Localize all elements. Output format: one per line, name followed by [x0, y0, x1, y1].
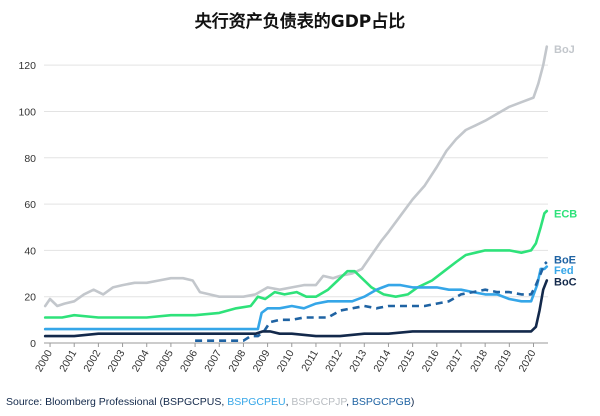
source-code: BSPGCPUS [163, 396, 221, 408]
series-line-boj [43, 45, 549, 308]
y-tick-label: 20 [24, 292, 36, 304]
source-separator: , [286, 396, 292, 408]
grid [44, 64, 548, 298]
x-tick-label: 2020 [516, 348, 538, 374]
x-tick-label: 2004 [130, 348, 152, 374]
series-line-ecb [43, 209, 549, 319]
source-separator: , [221, 396, 227, 408]
series-line-fed [43, 265, 549, 331]
series-lines [43, 45, 549, 342]
x-tick-label: 2013 [347, 348, 369, 374]
series-line-boe [195, 261, 548, 342]
x-tick-label: 2008 [226, 348, 248, 374]
x-tick-label: 2017 [444, 348, 466, 374]
x-tick-label: 2012 [323, 348, 345, 374]
x-tick-label: 2019 [492, 348, 514, 374]
series-line-boc [43, 279, 549, 338]
source-code: BSPGCPGB [352, 396, 411, 408]
y-tick-label: 0 [30, 338, 36, 350]
x-tick-label: 2018 [468, 348, 490, 374]
source-note: Source: Bloomberg Professional (BSPGCPUS… [6, 396, 414, 408]
x-tick-label: 2011 [299, 348, 321, 374]
source-code: BSPGCPEU [227, 396, 285, 408]
x-tick-label: 2006 [178, 348, 200, 374]
x-tick-label: 2001 [57, 348, 79, 374]
y-tick-label: 60 [24, 199, 36, 211]
x-tick-label: 2010 [275, 348, 297, 374]
series-label-ecb: ECB [554, 208, 577, 220]
source-separator: , [346, 396, 352, 408]
x-tick-label: 2002 [81, 348, 103, 374]
y-tick-label: 100 [18, 106, 36, 118]
x-tick-label: 2014 [371, 348, 393, 374]
series-label-boc: BoC [554, 277, 577, 289]
series-label-fed: Fed [554, 265, 574, 277]
y-tick-label: 40 [24, 245, 36, 257]
x-tick-label: 2016 [420, 348, 442, 374]
source-code: BSPGCPJP [291, 396, 347, 408]
chart-title: 央行资产负债表的GDP占比 [195, 11, 406, 32]
series-label-boj: BoJ [554, 44, 575, 56]
source-suffix: ) [411, 396, 415, 408]
x-tick-label: 2000 [33, 348, 55, 374]
x-tick-label: 2003 [105, 348, 127, 374]
series-label-boe: BoE [554, 255, 576, 267]
x-tick-label: 2007 [202, 348, 224, 374]
y-tick-label: 120 [18, 60, 36, 72]
y-tick-label: 80 [24, 153, 36, 165]
x-tick-label: 2005 [154, 348, 176, 374]
source-prefix: Source: Bloomberg Professional ( [6, 396, 163, 408]
x-tick-label: 2009 [251, 348, 273, 374]
x-tick-label: 2015 [396, 348, 418, 374]
